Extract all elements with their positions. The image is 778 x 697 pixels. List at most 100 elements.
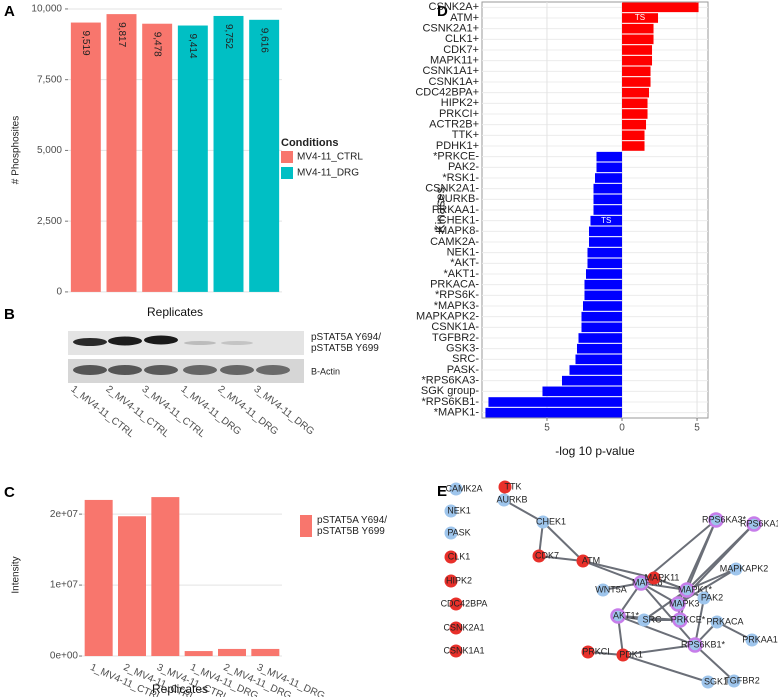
bar xyxy=(622,77,651,87)
bar xyxy=(622,130,645,141)
bar xyxy=(622,119,647,130)
y-axis-label: Intensity xyxy=(11,556,22,593)
y-tick-label: 5,000 xyxy=(37,145,62,156)
node xyxy=(729,562,743,576)
y-axis-label: Kinases xyxy=(432,186,447,233)
value-label: 9,616 xyxy=(259,28,270,53)
bar xyxy=(118,516,146,657)
node xyxy=(444,504,458,518)
node-label: RPS6KA3* xyxy=(702,514,747,524)
y-tick-label: *RPS6K- xyxy=(435,289,479,301)
blot-band xyxy=(144,335,178,345)
value-label: 9,817 xyxy=(116,22,127,47)
node-label: CDC42BPA xyxy=(441,598,488,608)
y-tick-label: PDHK1+ xyxy=(436,140,479,152)
value-label: 9,414 xyxy=(187,34,198,59)
node xyxy=(497,493,511,507)
y-tick-label: *RSK1- xyxy=(442,172,479,184)
edge xyxy=(694,597,705,646)
node xyxy=(633,575,649,591)
node-label: MAPK11 xyxy=(645,572,680,582)
y-tick-label: *PRKCE- xyxy=(433,151,479,163)
legend-swatch xyxy=(281,151,293,163)
node-label: PRKAA1 xyxy=(742,634,778,644)
edge xyxy=(622,654,709,683)
node xyxy=(444,574,458,588)
bar xyxy=(569,365,623,375)
bar xyxy=(142,23,173,292)
node xyxy=(708,512,724,528)
bar xyxy=(588,237,623,247)
bar xyxy=(622,34,654,45)
y-tick-label: 7,500 xyxy=(37,74,62,85)
node-label: PRKCE* xyxy=(671,614,706,624)
edge xyxy=(643,589,688,621)
node xyxy=(701,675,715,689)
edge xyxy=(640,582,688,591)
panel-label: D xyxy=(437,3,448,20)
y-tick-label: 1e+07 xyxy=(50,580,79,591)
y-tick-label: *RPS6KA3- xyxy=(422,375,480,387)
y-tick-label: CSNK1A- xyxy=(431,321,479,333)
bar xyxy=(590,215,623,226)
blot-band xyxy=(256,365,290,375)
y-tick-label: PAK2- xyxy=(448,161,479,173)
x-tick-label: 0 xyxy=(619,423,625,434)
bar xyxy=(488,397,623,407)
y-tick-label: AURKB- xyxy=(437,193,479,205)
node-label: MAPK1* xyxy=(678,584,713,594)
node-label: TTK xyxy=(505,481,522,491)
node xyxy=(637,613,651,627)
bar xyxy=(184,651,213,657)
bar xyxy=(587,258,623,269)
y-tick-label: SRC- xyxy=(452,353,479,365)
node-label: SRC xyxy=(642,614,662,624)
node-label: TGFBR2 xyxy=(724,675,760,685)
node-label: AKT1* xyxy=(613,610,640,620)
y-tick-label: PASK- xyxy=(447,364,480,376)
legend-label: pSTAT5A Y694/ pSTAT5B Y699 xyxy=(317,515,388,537)
y-tick-label: TGFBR2- xyxy=(432,332,479,344)
panel-label: B xyxy=(4,306,15,323)
panel-label: E xyxy=(437,483,447,500)
bar xyxy=(106,14,137,292)
node xyxy=(672,612,688,628)
blot-band xyxy=(183,365,217,375)
node xyxy=(498,480,512,494)
edge xyxy=(542,521,584,562)
legend-label: MV4-11_DRG xyxy=(297,168,359,179)
value-label: 9,752 xyxy=(223,24,234,49)
edge xyxy=(538,555,584,562)
bar xyxy=(575,354,623,365)
panel-label: A xyxy=(4,3,15,20)
bar xyxy=(622,2,699,13)
node xyxy=(596,583,610,597)
bar xyxy=(582,301,623,311)
y-tick-label: *AKT- xyxy=(450,257,479,269)
node xyxy=(449,482,463,496)
blot-row-label: B-Actin xyxy=(311,366,340,376)
legend-title: Conditions xyxy=(281,137,338,149)
blot-band xyxy=(220,365,254,375)
node-label: RPS6KA1* xyxy=(740,518,778,528)
bar xyxy=(622,141,645,151)
panel-label: C xyxy=(4,484,15,501)
y-tick-label: *RPS6KB1- xyxy=(422,396,480,408)
bar xyxy=(542,386,623,397)
bar xyxy=(622,98,648,109)
y-tick-label: CSNK2A+ xyxy=(429,1,479,13)
y-tick-label: NEK1- xyxy=(447,247,480,259)
y-tick-label: CHEK1- xyxy=(439,215,480,227)
bar xyxy=(581,322,623,333)
node-label: NEK1 xyxy=(447,505,471,515)
lane-label: 1_MV4-11_CTRL xyxy=(69,384,137,440)
y-tick-label: 2,500 xyxy=(37,216,62,227)
y-tick-label: CSNK1A1+ xyxy=(422,65,479,77)
node xyxy=(697,591,711,605)
node-label: WNT5A xyxy=(595,584,627,594)
bar xyxy=(249,19,280,292)
y-tick-label: GSK3- xyxy=(446,343,479,355)
y-tick-label: CDK7+ xyxy=(443,44,479,56)
y-tick-label: SGK group- xyxy=(421,385,479,397)
